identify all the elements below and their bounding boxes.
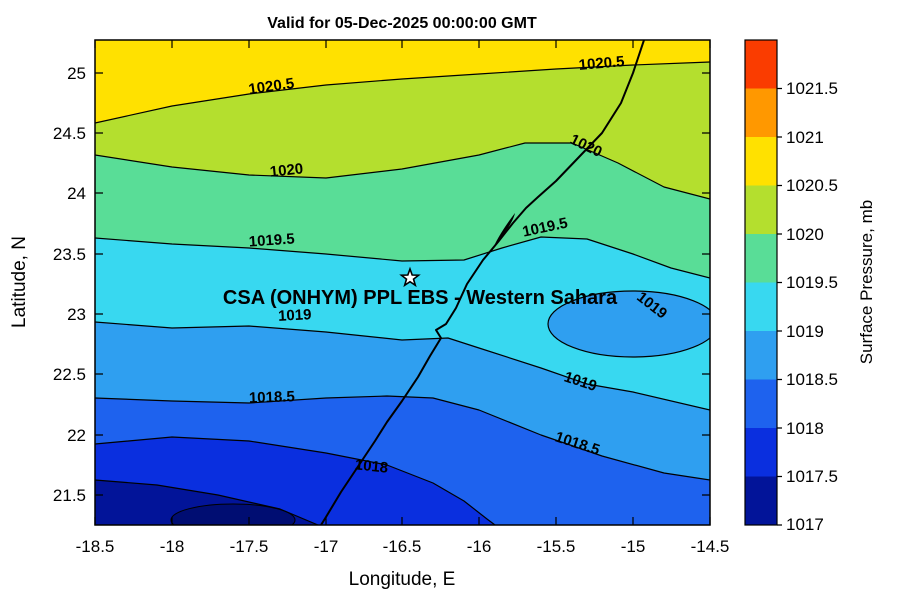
site-annotation: CSA (ONHYM) PPL EBS - Western Sahara bbox=[223, 287, 618, 309]
isoline-1019-5 bbox=[95, 236, 710, 279]
contour-label: 1019.5 bbox=[248, 230, 295, 250]
isoline-1018 bbox=[95, 436, 496, 525]
colorbar-segment bbox=[745, 88, 777, 138]
contour-label: 1018 bbox=[354, 456, 389, 476]
colorbar-tick-label: 1018 bbox=[786, 419, 824, 438]
band-innermost-low bbox=[170, 503, 296, 525]
colorbar-tick-label: 1021.5 bbox=[786, 79, 838, 98]
dakhla-peninsula bbox=[491, 213, 515, 253]
contour-label: 1018.5 bbox=[249, 388, 295, 407]
y-tick-label: 22 bbox=[67, 426, 86, 445]
x-tick-label: -17.5 bbox=[230, 537, 269, 556]
y-tick-label: 22.5 bbox=[53, 365, 86, 384]
colorbar-segment bbox=[745, 185, 777, 235]
y-axis: 25 24.5 24 23.5 23 22.5 22 21.5 Latitude… bbox=[9, 64, 86, 505]
colorbar-tick-label: 1019.5 bbox=[786, 273, 838, 292]
coastline bbox=[320, 40, 645, 525]
y-tick-label: 23.5 bbox=[53, 245, 86, 264]
colorbar-tick-label: 1019 bbox=[786, 322, 824, 341]
colorbar-segment bbox=[745, 137, 777, 186]
x-tick-label: -15 bbox=[621, 537, 646, 556]
y-tick-label: 23 bbox=[67, 305, 86, 324]
colorbar-segment bbox=[745, 282, 777, 332]
x-tick-label: -14.5 bbox=[691, 537, 730, 556]
colorbar-segment bbox=[745, 379, 777, 429]
isoline-1018-5 bbox=[95, 395, 710, 481]
colorbar: 1021.5 1021 1020.5 1020 1019.5 1019 1018… bbox=[744, 39, 876, 534]
colorbar-segment bbox=[745, 476, 777, 525]
colorbar-tick-label: 1018.5 bbox=[786, 370, 838, 389]
contour-bands bbox=[95, 40, 710, 525]
contour-label: 1020 bbox=[269, 160, 304, 180]
colorbar-tick-label: 1021 bbox=[786, 128, 824, 147]
x-tick-label: -16 bbox=[467, 537, 492, 556]
x-tick-label: -16.5 bbox=[383, 537, 422, 556]
isoline-1019 bbox=[95, 321, 710, 411]
y-tick-label: 25 bbox=[67, 64, 86, 83]
colorbar-tick-marks bbox=[777, 87, 782, 526]
x-tick-label: -15.5 bbox=[537, 537, 576, 556]
coastline-group bbox=[320, 40, 645, 525]
isoline-1020-5 bbox=[95, 61, 710, 124]
contour-label: 1019 bbox=[278, 306, 312, 325]
x-tick-label: -17 bbox=[314, 537, 339, 556]
closed-low-1019-blob bbox=[547, 290, 710, 358]
colorbar-segment bbox=[745, 331, 777, 380]
y-axis-title: Latitude, N bbox=[9, 236, 30, 328]
colorbar-tick-label: 1020.5 bbox=[786, 176, 838, 195]
colorbar-tick-label: 1020 bbox=[786, 225, 824, 244]
band-above-1020-5 bbox=[95, 40, 710, 123]
isoline-1017-5 bbox=[95, 479, 319, 525]
colorbar-segment bbox=[745, 234, 777, 283]
x-axis-title: Longitude, E bbox=[349, 569, 456, 590]
plot-title: Valid for 05-Dec-2025 00:00:00 GMT bbox=[267, 15, 537, 32]
y-tick-label: 21.5 bbox=[53, 486, 86, 505]
axis-tick-marks bbox=[94, 40, 711, 525]
y-tick-label: 24.5 bbox=[53, 124, 86, 143]
colorbar-segment bbox=[745, 40, 777, 89]
isoline-1020 bbox=[95, 142, 710, 200]
y-tick-label: 24 bbox=[67, 184, 86, 203]
contour-lines bbox=[95, 61, 710, 525]
colorbar-segment bbox=[745, 428, 777, 477]
colorbar-title: Surface Pressure, mb bbox=[857, 200, 876, 364]
x-tick-label: -18.5 bbox=[76, 537, 115, 556]
site-marker-star-icon bbox=[399, 266, 421, 288]
x-axis: -18.5 -18 -17.5 -17 -16.5 -16 -15.5 -15 … bbox=[76, 537, 730, 590]
colorbar-tick-label: 1017.5 bbox=[786, 467, 838, 486]
contour-label: 1020.5 bbox=[578, 53, 625, 74]
x-tick-label: -18 bbox=[160, 537, 185, 556]
contour-label: 1020.5 bbox=[247, 75, 295, 98]
colorbar-tick-label: 1017 bbox=[786, 515, 824, 534]
